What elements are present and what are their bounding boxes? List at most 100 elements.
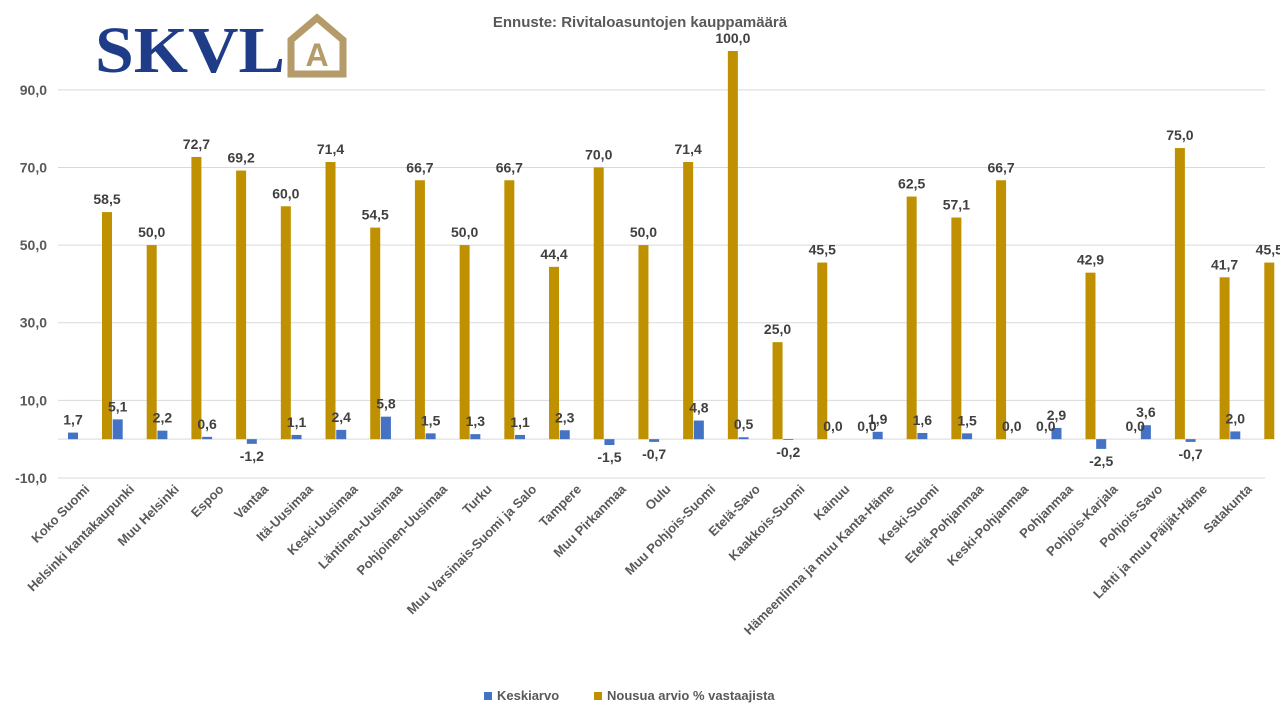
- bar-keskiarvo-pohjois-karjala: [1096, 439, 1107, 449]
- bar-nousua-oulu: [683, 162, 694, 440]
- data-label-nousua-kainuu: 0,0: [857, 418, 877, 434]
- bar-keskiarvo-tampere: [559, 430, 570, 440]
- bar-keskiarvo-itä-uusimaa: [291, 434, 302, 440]
- data-label-keskiarvo-etelä-pohjanmaa: 1,5: [957, 412, 977, 428]
- bar-keskiarvo-hämeenlinna-ja-muu-kanta-häme: [872, 431, 883, 440]
- data-label-keskiarvo-muu-pirkanmaa: -1,5: [597, 449, 621, 465]
- data-labels: 1,7 58,5 5,1 50,0 2,2 72,7 0,6 69,2 -1,2 60,0 1,1 7…: [63, 30, 1280, 469]
- bar-keskiarvo-satakunta: [1230, 431, 1241, 440]
- bar-keskiarvo-oulu: [649, 439, 660, 442]
- data-label-keskiarvo-kainuu: 0,0: [823, 418, 843, 434]
- category-label-kainuu: Kainuu: [811, 481, 853, 523]
- data-label-nousua-keski-pohjanmaa: 0,0: [1036, 418, 1056, 434]
- y-tick-label: -10,0: [15, 470, 47, 486]
- bar-nousua-vantaa: [280, 206, 291, 440]
- bar-keskiarvo-turku: [470, 434, 481, 440]
- house-emblem-icon: A: [287, 13, 347, 78]
- data-label-keskiarvo-helsinki-kantakaupunki: 5,1: [108, 398, 128, 414]
- bar-keskiarvo-muu-pohjois-suomi: [693, 420, 704, 440]
- data-label-keskiarvo-satakunta: 2,0: [1226, 410, 1246, 426]
- data-label-keskiarvo-espoo: 0,6: [197, 416, 217, 432]
- data-label-nousua-espoo: 69,2: [227, 150, 254, 166]
- data-label-nousua-etelä-pohjanmaa: 66,7: [987, 159, 1014, 175]
- data-label-nousua-oulu: 71,4: [675, 141, 702, 157]
- bar-nousua-pohjoinen-uusimaa: [459, 245, 470, 440]
- bar-keskiarvo-muu-pirkanmaa: [604, 439, 615, 446]
- bar-nousua-espoo: [236, 170, 247, 440]
- data-label-keskiarvo-keski-pohjanmaa: 0,0: [1002, 418, 1022, 434]
- data-label-keskiarvo-keski-uusimaa: 2,4: [331, 409, 351, 425]
- data-label-keskiarvo-muu-pohjois-suomi: 4,8: [689, 400, 709, 416]
- gridlines: [58, 89, 1265, 479]
- bar-nousua-läntinen-uusimaa: [414, 180, 425, 440]
- bar-keskiarvo-muu-helsinki: [157, 430, 168, 440]
- y-tick-label: 90,0: [20, 82, 47, 98]
- data-label-keskiarvo-turku: 1,3: [466, 413, 486, 429]
- data-label-nousua-etelä-savo: 25,0: [764, 321, 791, 337]
- legend: Keskiarvo Nousua arvio % vastaajista: [484, 688, 775, 703]
- data-label-keskiarvo-pohjoinen-uusimaa: 1,5: [421, 412, 441, 428]
- category-label-kaakkois-suomi: Kaakkois-Suomi: [726, 482, 808, 564]
- legend-label-nousua: Nousua arvio % vastaajista: [607, 688, 775, 703]
- bar-keskiarvo-pohjanmaa: [1051, 427, 1062, 440]
- data-label-keskiarvo-pohjanmaa: 2,9: [1047, 407, 1067, 423]
- category-label-keski-pohjanmaa: Keski-Pohjanmaa: [944, 481, 1032, 569]
- data-label-nousua-keski-suomi: 57,1: [943, 197, 970, 213]
- bar-nousua-satakunta: [1264, 262, 1275, 440]
- category-label-satakunta: Satakunta: [1200, 481, 1255, 536]
- data-label-nousua-itä-uusimaa: 71,4: [317, 141, 344, 157]
- bar-nousua-hämeenlinna-ja-muu-kanta-häme: [906, 196, 917, 440]
- bar-nousua-muu-helsinki: [191, 156, 202, 440]
- data-label-nousua-muu-helsinki: 72,7: [183, 136, 210, 152]
- data-label-keskiarvo-vantaa: -1,2: [240, 448, 264, 464]
- data-label-nousua-satakunta: 45,5: [1256, 242, 1280, 258]
- bar-keskiarvo-keski-uusimaa: [336, 429, 347, 440]
- bar-keskiarvo-muu-varsinais-suomi-ja-salo: [515, 434, 526, 440]
- data-label-nousua-vantaa: 60,0: [272, 185, 299, 201]
- data-label-nousua-kaakkois-suomi: 45,5: [809, 242, 836, 258]
- data-label-nousua-pohjois-savo: 75,0: [1166, 127, 1193, 143]
- bar-keskiarvo-keski-suomi: [917, 432, 928, 440]
- data-label-nousua-tampere: 70,0: [585, 146, 612, 162]
- category-label-pohjoinen-uusimaa: Pohjoinen-Uusimaa: [354, 481, 451, 578]
- bar-keskiarvo-koko-suomi: [68, 432, 78, 440]
- category-label-espoo: Espoo: [188, 481, 227, 520]
- bar-nousua-keski-suomi: [951, 217, 962, 440]
- bar-nousua-etelä-savo: [772, 342, 783, 440]
- data-label-nousua-pohjoinen-uusimaa: 50,0: [451, 224, 478, 240]
- data-label-keskiarvo-pohjois-karjala: -2,5: [1089, 453, 1113, 469]
- bar-keskiarvo-etelä-savo: [738, 437, 749, 440]
- data-label-keskiarvo-kaakkois-suomi: -0,2: [776, 444, 800, 460]
- chart-title: Ennuste: Rivitaloasuntojen kauppamäärä: [493, 14, 788, 31]
- data-label-nousua-pohjanmaa: 42,9: [1077, 252, 1104, 268]
- bar-keskiarvo-kaakkois-suomi: [783, 439, 794, 440]
- data-label-nousua-lahti-ja-muu-päijät-häme: 41,7: [1211, 256, 1238, 272]
- data-label-keskiarvo-oulu: -0,7: [642, 446, 666, 462]
- data-label-keskiarvo-tampere: 2,3: [555, 409, 575, 425]
- bar-nousua-koko-suomi: [102, 212, 112, 440]
- legend-swatch-keskiarvo: [484, 692, 492, 700]
- data-label-keskiarvo-läntinen-uusimaa: 5,8: [376, 396, 396, 412]
- bar-nousua-helsinki-kantakaupunki: [146, 245, 157, 440]
- data-label-nousua-helsinki-kantakaupunki: 50,0: [138, 224, 165, 240]
- data-label-nousua-turku: 66,7: [496, 159, 523, 175]
- data-label-nousua-muu-pirkanmaa: 50,0: [630, 224, 657, 240]
- data-label-keskiarvo-keski-suomi: 1,6: [913, 412, 933, 428]
- bars: [68, 51, 1275, 449]
- logo-text: SKVL: [95, 14, 285, 82]
- y-tick-label: 30,0: [20, 315, 47, 331]
- bar-nousua-pohjois-savo: [1174, 148, 1185, 440]
- category-label-etelä-pohjanmaa: Etelä-Pohjanmaa: [902, 481, 987, 566]
- bar-nousua-muu-pirkanmaa: [638, 245, 649, 440]
- category-label-oulu: Oulu: [642, 481, 674, 513]
- bar-nousua-muu-pohjois-suomi: [727, 51, 738, 440]
- data-label-keskiarvo-hämeenlinna-ja-muu-kanta-häme: 1,9: [868, 411, 888, 427]
- bar-nousua-kaakkois-suomi: [817, 262, 828, 440]
- data-label-nousua-koko-suomi: 58,5: [93, 191, 120, 207]
- data-label-keskiarvo-lahti-ja-muu-päijät-häme: -0,7: [1179, 446, 1203, 462]
- data-label-nousua-muu-varsinais-suomi-ja-salo: 44,4: [540, 246, 567, 262]
- data-label-nousua-pohjois-karjala: 0,0: [1125, 418, 1145, 434]
- data-label-nousua-hämeenlinna-ja-muu-kanta-häme: 62,5: [898, 176, 925, 192]
- data-label-nousua-muu-pohjois-suomi: 100,0: [715, 30, 750, 46]
